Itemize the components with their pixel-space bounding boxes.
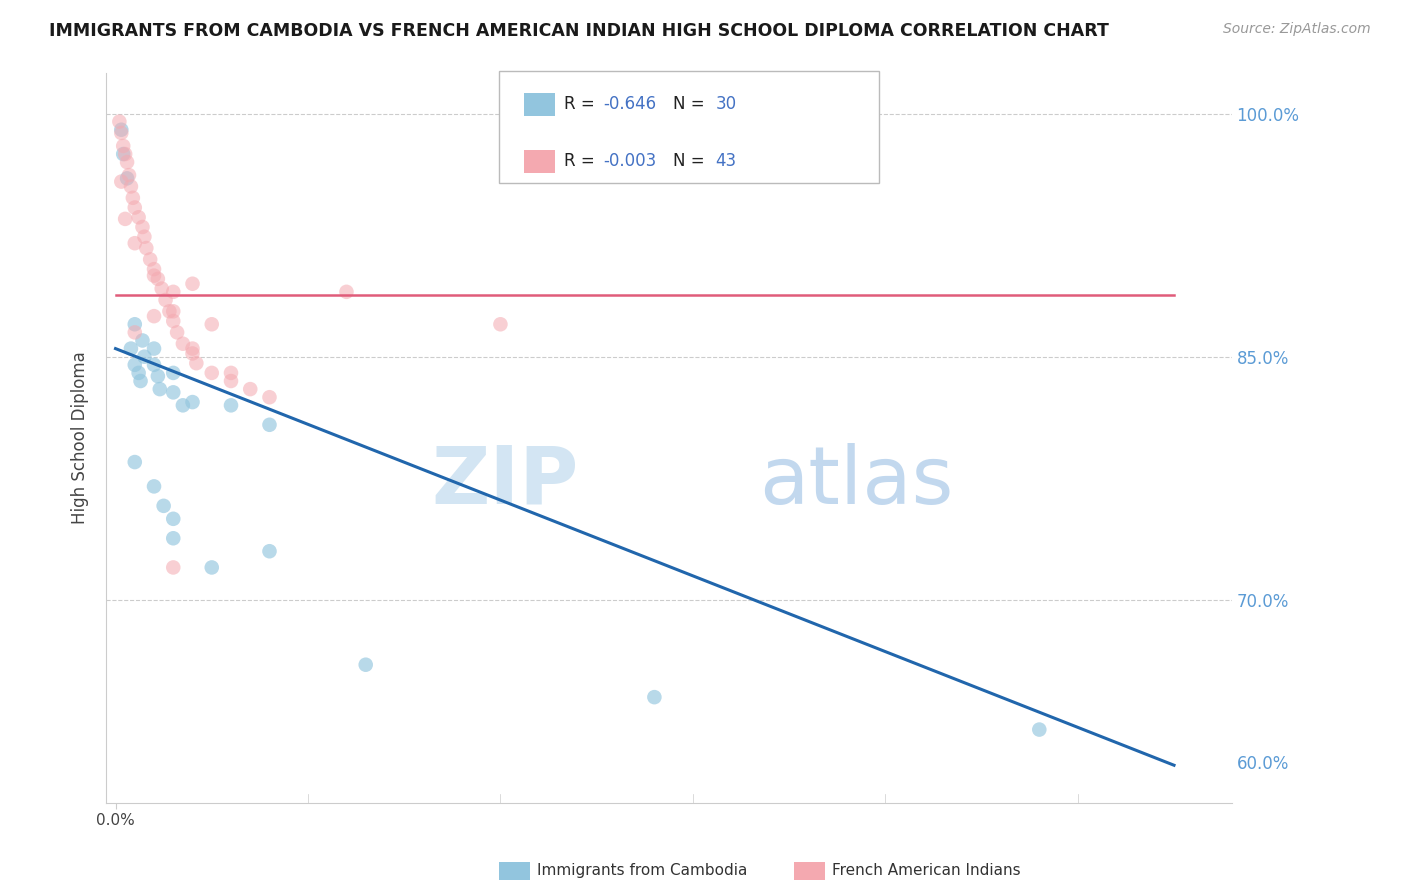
Point xyxy=(219,398,242,412)
Text: R =: R = xyxy=(564,153,600,170)
Point xyxy=(143,309,166,323)
Text: R =: R = xyxy=(564,95,600,113)
Point xyxy=(143,342,166,356)
Point xyxy=(162,560,184,574)
Text: -0.003: -0.003 xyxy=(603,153,657,170)
Point xyxy=(181,342,204,356)
Point xyxy=(129,374,152,388)
Point xyxy=(172,398,194,412)
Point xyxy=(134,350,156,364)
Point xyxy=(146,272,169,286)
Text: ZIP: ZIP xyxy=(432,442,579,521)
Point xyxy=(146,369,169,384)
Point xyxy=(162,366,184,380)
Point xyxy=(172,336,194,351)
Text: N =: N = xyxy=(673,95,710,113)
Point xyxy=(149,382,172,396)
Point xyxy=(121,191,143,205)
Point xyxy=(1028,723,1050,737)
Point xyxy=(120,342,142,356)
Point xyxy=(201,366,224,380)
Point xyxy=(181,395,204,409)
Point xyxy=(124,201,146,215)
Point xyxy=(108,114,131,128)
Point xyxy=(115,155,138,169)
Text: atlas: atlas xyxy=(759,442,953,521)
Text: -0.646: -0.646 xyxy=(603,95,657,113)
Point xyxy=(162,304,184,318)
Y-axis label: High School Diploma: High School Diploma xyxy=(72,351,89,524)
Point xyxy=(259,390,281,404)
Point xyxy=(128,211,150,225)
Point xyxy=(110,175,132,189)
Point xyxy=(157,304,180,318)
Text: 43: 43 xyxy=(716,153,737,170)
Point xyxy=(120,179,142,194)
Point xyxy=(239,382,262,396)
Point xyxy=(124,358,146,372)
Point xyxy=(134,229,156,244)
Point xyxy=(219,366,242,380)
Point xyxy=(131,219,153,234)
Point xyxy=(114,147,136,161)
Point xyxy=(124,326,146,340)
Point xyxy=(128,366,150,380)
Point xyxy=(114,211,136,226)
Point xyxy=(143,268,166,283)
Point xyxy=(124,455,146,469)
Point xyxy=(112,139,135,153)
Text: N =: N = xyxy=(673,153,710,170)
Point xyxy=(162,314,184,328)
Point xyxy=(143,479,166,493)
Point xyxy=(201,560,224,574)
Point xyxy=(124,318,146,332)
Point xyxy=(135,241,157,255)
Text: French American Indians: French American Indians xyxy=(832,863,1021,878)
Point xyxy=(162,512,184,526)
Point xyxy=(162,385,184,400)
Text: Source: ZipAtlas.com: Source: ZipAtlas.com xyxy=(1223,22,1371,37)
Point xyxy=(186,356,208,370)
Point xyxy=(131,334,153,348)
Point xyxy=(115,171,138,186)
Point xyxy=(143,262,166,277)
Point xyxy=(110,122,132,136)
Point xyxy=(259,417,281,432)
Text: Immigrants from Cambodia: Immigrants from Cambodia xyxy=(537,863,748,878)
Point xyxy=(335,285,357,299)
Point xyxy=(643,690,665,705)
Point xyxy=(143,358,166,372)
Text: 30: 30 xyxy=(716,95,737,113)
Point xyxy=(152,499,174,513)
Point xyxy=(112,147,135,161)
Point xyxy=(150,282,173,296)
Point xyxy=(181,277,204,291)
Point xyxy=(219,374,242,388)
Point xyxy=(166,326,188,340)
Point xyxy=(259,544,281,558)
Point xyxy=(201,318,224,332)
Point xyxy=(162,531,184,545)
Point xyxy=(155,293,177,307)
Point xyxy=(162,285,184,299)
Point xyxy=(124,236,146,251)
Point xyxy=(118,168,141,182)
Point xyxy=(354,657,377,672)
Point xyxy=(181,346,204,360)
Point xyxy=(139,252,162,267)
Point xyxy=(489,318,512,332)
Text: IMMIGRANTS FROM CAMBODIA VS FRENCH AMERICAN INDIAN HIGH SCHOOL DIPLOMA CORRELATI: IMMIGRANTS FROM CAMBODIA VS FRENCH AMERI… xyxy=(49,22,1109,40)
Point xyxy=(110,126,132,140)
